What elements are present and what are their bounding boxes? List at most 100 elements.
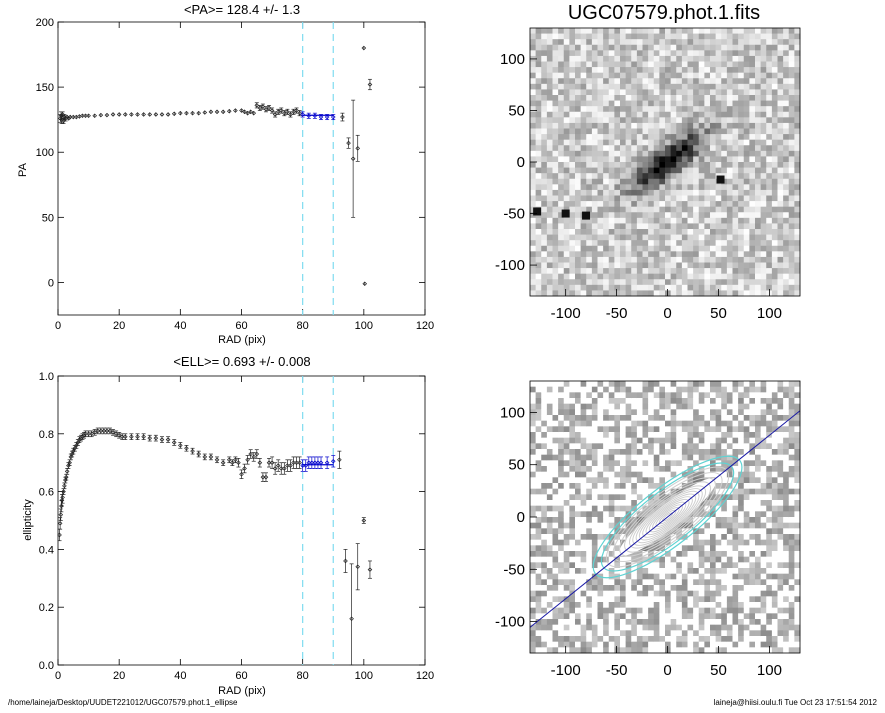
contour-image-pixel (626, 392, 632, 398)
contour-image-pixel (553, 630, 559, 636)
image-pixel (575, 78, 581, 84)
contour-image-pixel (558, 528, 564, 534)
contour-image-pixel (761, 443, 767, 449)
image-pixel (558, 251, 564, 257)
image-pixel (693, 212, 699, 218)
contour-image-pixel (710, 568, 716, 574)
image-pixel (598, 39, 604, 45)
contour-image-pixel (620, 619, 626, 625)
image-pixel (637, 129, 643, 135)
contour-image-pixel (569, 613, 575, 619)
image-pixel (631, 67, 637, 73)
contour-image-pixel (682, 551, 688, 557)
image-pixel (682, 156, 688, 162)
image-pixel (716, 251, 722, 257)
contour-image-pixel (598, 579, 604, 585)
contour-image-pixel (614, 443, 620, 449)
image-pixel (530, 123, 536, 129)
contour-image-pixel (704, 557, 710, 563)
image-pixel (761, 123, 767, 129)
contour-image-pixel (547, 540, 553, 546)
image-pixel (766, 62, 772, 68)
image-pixel (547, 290, 553, 296)
image-pixel (766, 184, 772, 190)
image-pixel (654, 285, 660, 291)
image-pixel (749, 263, 755, 269)
image-pixel (676, 162, 682, 168)
image-pixel (609, 274, 615, 280)
image-pixel (783, 207, 789, 213)
image-pixel (699, 223, 705, 229)
contour-image-pixel (530, 591, 536, 597)
contour-image-pixel (682, 449, 688, 455)
contour-image-pixel (699, 608, 705, 614)
image-pixel (727, 39, 733, 45)
image-pixel (536, 62, 542, 68)
image-pixel (761, 134, 767, 140)
image-pixel (592, 201, 598, 207)
image-pixel (614, 156, 620, 162)
image-pixel (721, 34, 727, 40)
image-pixel (710, 229, 716, 235)
contour-image-pixel (676, 398, 682, 404)
image-pixel (620, 179, 626, 185)
image-pixel (744, 145, 750, 151)
image-pixel (558, 34, 564, 40)
image-pixel (744, 95, 750, 101)
image-pixel (744, 179, 750, 185)
image-pixel (772, 207, 778, 213)
image-pixel (738, 117, 744, 123)
contour-image-pixel (733, 409, 739, 415)
image-pixel (586, 56, 592, 62)
image-pixel (637, 162, 643, 168)
image-pixel (609, 78, 615, 84)
image-pixel (794, 268, 800, 274)
contour-image-pixel (727, 613, 733, 619)
image-pixel (699, 168, 705, 174)
contour-image-pixel (699, 455, 705, 461)
image-pixel (721, 251, 727, 257)
image-pixel (783, 201, 789, 207)
image-pixel (592, 184, 598, 190)
contour-image-pixel (654, 392, 660, 398)
contour-image-pixel (682, 409, 688, 415)
image-pixel (733, 190, 739, 196)
contour-image-pixel (564, 545, 570, 551)
contour-image-pixel (710, 551, 716, 557)
image-pixel (637, 251, 643, 257)
image-pixel (569, 257, 575, 263)
contour-image-pixel (721, 409, 727, 415)
image-pixel (682, 184, 688, 190)
contour-image-pixel (530, 477, 536, 483)
image-pixel (789, 140, 795, 146)
image-pixel (547, 140, 553, 146)
image-pixel (592, 73, 598, 79)
image-pixel (766, 218, 772, 224)
image-pixel (682, 67, 688, 73)
contour-image-pixel (614, 472, 620, 478)
contour-image-pixel (738, 398, 744, 404)
image-pixel (558, 229, 564, 235)
contour-image-pixel (755, 602, 761, 608)
image-pixel (682, 145, 688, 151)
contour-image-pixel (575, 500, 581, 506)
contour-image-pixel (676, 551, 682, 557)
contour-image-pixel (755, 472, 761, 478)
contour-image-pixel (688, 415, 694, 421)
contour-image-pixel (704, 596, 710, 602)
contour-image-pixel (755, 511, 761, 517)
image-pixel (553, 212, 559, 218)
image-pixel (648, 251, 654, 257)
image-pixel (721, 78, 727, 84)
image-pixel (761, 78, 767, 84)
contour-image-pixel (643, 608, 649, 614)
image-pixel (564, 101, 570, 107)
image-pixel (733, 274, 739, 280)
contour-image-pixel (631, 574, 637, 580)
contour-image-pixel (530, 551, 536, 557)
image-pixel (654, 28, 660, 34)
image-pixel (581, 201, 587, 207)
contour-image-pixel (553, 642, 559, 648)
image-pixel (631, 285, 637, 291)
contour-image-pixel (704, 438, 710, 444)
